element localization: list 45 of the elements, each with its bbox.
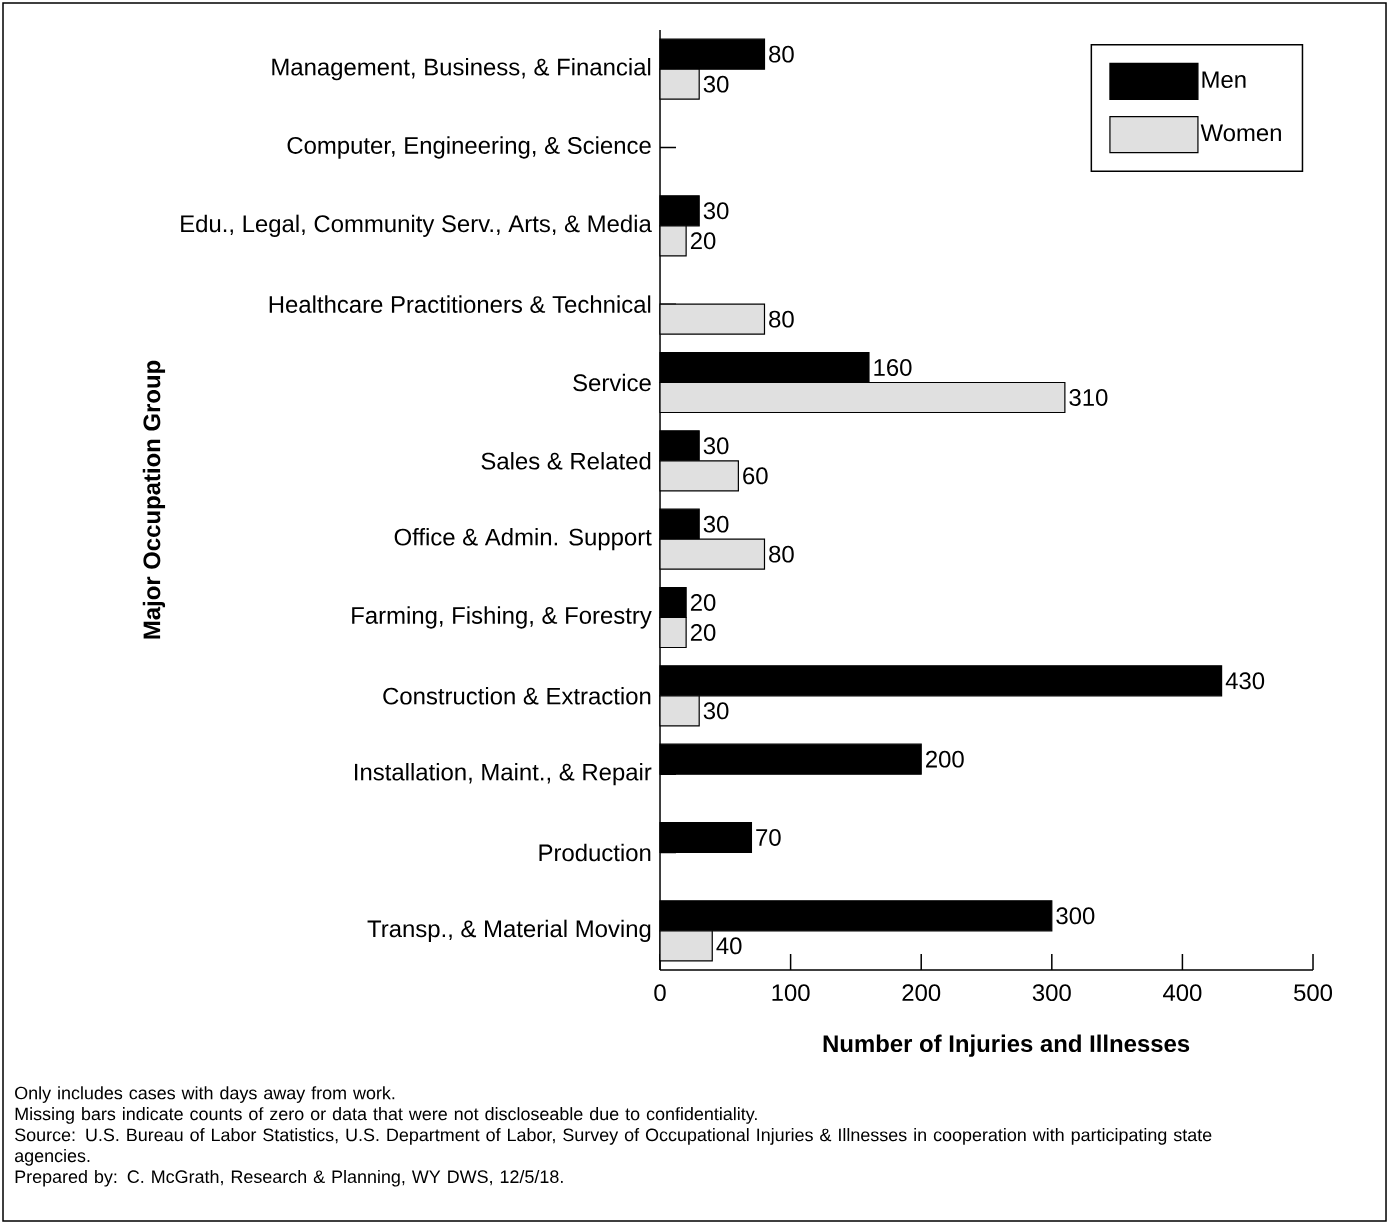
data-label: 40 (716, 937, 742, 955)
legend-label: Men (1202, 71, 1246, 89)
data-label: 30 (703, 702, 729, 720)
data-label: 200 (926, 750, 964, 768)
data-label: 20 (690, 624, 716, 641)
y-tick-label: Management, Business, & Financial (272, 58, 651, 81)
data-label: 30 (703, 202, 729, 220)
y-tick-label: Transp., & Material Moving (367, 919, 651, 942)
x-tick-label: 100 (772, 984, 810, 1002)
x-tick-label: 400 (1163, 984, 1202, 1002)
y-tick-label: Healthcare Practitioners & Technical (269, 295, 651, 313)
data-label: 80 (769, 545, 794, 563)
data-label: 20 (690, 232, 716, 250)
data-label: 70 (756, 829, 781, 846)
y-tick-label: Office & Admin. Support (394, 528, 652, 551)
x-tick-label: 0 (654, 984, 666, 1002)
data-label: 160 (874, 359, 912, 376)
data-label: 60 (743, 467, 768, 485)
y-tick-label: Edu., Legal, Community Serv., Arts, & Media (181, 214, 652, 237)
data-label: 30 (703, 75, 729, 93)
y-tick-label: Computer, Engineering, & Science (287, 136, 651, 159)
data-label: 300 (1056, 907, 1095, 925)
y-tick-label: Farming, Fishing, & Forestry (352, 606, 652, 629)
text: Only includes cases with days away from work. (15, 1086, 395, 1103)
x-tick-label: 500 (1294, 984, 1333, 1002)
text: Missing bars indicate counts of zero or data that were not discloseable due to confidentiality. (15, 1107, 757, 1124)
data-label: 310 (1069, 389, 1108, 406)
y-tick-label: Construction & Extraction (383, 687, 651, 705)
data-label: 430 (1225, 672, 1265, 690)
data-label: 30 (703, 437, 729, 455)
x-tick-label: 300 (1032, 984, 1071, 1002)
y-tick-label: Installation, Maint., & Repair (355, 763, 652, 786)
y-tick-label: Service (573, 373, 651, 392)
text: Prepared by: C. McGrath, Research & Planning, WY DWS, 12/5/18. (15, 1169, 563, 1187)
y-tick-label: Sales & Related (481, 452, 651, 470)
x-axis-title: Number of Injuries and Illnesses (823, 1034, 1190, 1057)
x-tick-label: 200 (902, 984, 941, 1002)
data-label: 80 (769, 45, 794, 63)
y-axis-title: Major Occupation Group (142, 360, 166, 639)
y-tick-label: Production (539, 843, 651, 862)
data-label: 30 (703, 515, 729, 533)
data-label: 80 (769, 310, 794, 328)
data-label: 20 (690, 594, 716, 611)
source-note: Source: U.S. Bureau of Labor Statistics, U.S. Department of Labor, Survey of Occupational Injuries & Illnesses in cooperation with participating state agencies. (14, 1128, 1212, 1166)
legend-label: Women (1200, 124, 1281, 142)
